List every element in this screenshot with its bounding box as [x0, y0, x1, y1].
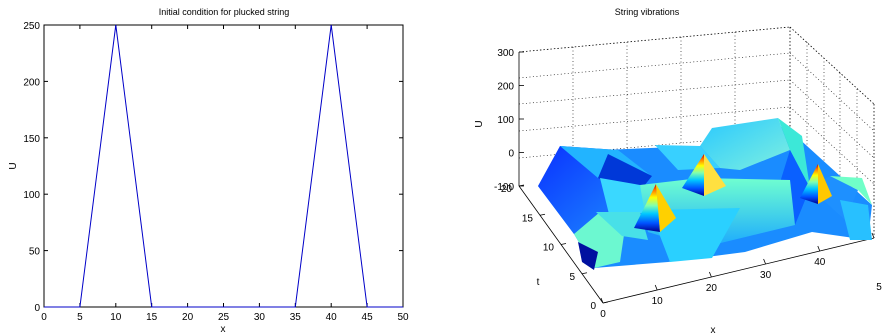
series-layer [44, 24, 403, 308]
t-tick-label: 15 [522, 213, 534, 224]
z-tick-label: 200 [497, 82, 514, 93]
x-tick-label: 10 [110, 312, 122, 323]
x-tick [600, 297, 604, 304]
chart-title: String vibrations [615, 7, 680, 17]
series-line [44, 24, 403, 308]
grid-lines [518, 32, 875, 223]
t-tick-label: 10 [543, 243, 555, 254]
peak-center-shade [704, 154, 726, 196]
t-axis: 0 5 10 15 20 [501, 184, 609, 312]
surface-patch [700, 118, 790, 170]
surface-patch [840, 200, 872, 240]
x-axis: 0 10 20 30 40 5 [600, 232, 882, 320]
x-axis-label: x [711, 325, 716, 336]
t-tick-label: 5 [569, 272, 575, 283]
surface-patch [600, 178, 648, 218]
surface-patch [596, 212, 648, 240]
peak-right-shade [818, 164, 832, 204]
z-axis: -100 0 100 200 300 [494, 48, 524, 193]
z-tick-label: -100 [494, 182, 514, 193]
x-tick [817, 245, 821, 252]
z-tick-label: 100 [497, 115, 514, 126]
t-axis-label: t [537, 277, 540, 288]
y-tick-label: 200 [23, 77, 40, 88]
t-tick-label: 0 [590, 301, 596, 312]
x-tick-label: 30 [760, 270, 772, 281]
x-tick [871, 232, 875, 239]
peak-left [634, 184, 660, 232]
t-tick [539, 213, 546, 216]
peak-center [682, 154, 704, 196]
surface-patch [778, 118, 810, 188]
t-tick [518, 184, 525, 187]
x-tick-label: 20 [182, 312, 194, 323]
x-tick-label: 0 [600, 309, 606, 320]
t-tick [560, 243, 567, 245]
surface-peaks [634, 154, 832, 232]
peak-right [800, 164, 818, 204]
x-tick [654, 284, 658, 291]
chart-title: Initial condition for plucked string [159, 7, 290, 17]
x-tick [709, 271, 712, 278]
x-tick-label: 45 [362, 312, 374, 323]
surface-patch [830, 176, 872, 205]
t-tick [581, 272, 588, 275]
x-tick-label: 10 [652, 296, 664, 307]
x-tick-label: 5 [77, 312, 83, 323]
surface-patch [650, 208, 740, 262]
plot-area [43, 24, 404, 308]
axes-box [518, 26, 875, 304]
x-tick-label: 30 [254, 312, 266, 323]
peak-left-shade [656, 184, 676, 232]
z-tick-label: 300 [497, 48, 514, 59]
y-tick-label: 250 [23, 21, 40, 32]
line-chart: Initial condition for plucked string 0 5 1… [8, 7, 409, 335]
x-tick-label: 35 [290, 312, 302, 323]
x-tick-label: 40 [326, 312, 338, 323]
x-tick-label: 5 [876, 282, 882, 293]
x-tick-label: 50 [397, 312, 409, 323]
x-axis: 0 5 10 15 20 25 30 35 40 45 50 [41, 25, 409, 323]
x-axis-label: x [221, 324, 226, 335]
x-tick-label: 20 [706, 283, 718, 294]
z-axis-label: U [474, 120, 485, 127]
x-tick [763, 258, 766, 265]
t-tick [602, 301, 609, 304]
y-tick-label: 50 [29, 247, 41, 258]
x-tick-label: 0 [41, 312, 47, 323]
y-tick-label: 100 [23, 190, 40, 201]
y-tick-label: 0 [34, 303, 40, 314]
surface [538, 118, 872, 270]
t-tick-label: 20 [501, 184, 513, 195]
y-tick-label: 150 [23, 134, 40, 145]
y-axis-label: U [8, 162, 19, 169]
x-tick-label: 40 [814, 257, 826, 268]
surface-chart: String vibrations [474, 7, 882, 336]
z-tick-label: 0 [508, 149, 514, 160]
x-tick-label: 25 [218, 312, 230, 323]
x-tick-label: 15 [146, 312, 158, 323]
surface-patch [578, 242, 598, 270]
